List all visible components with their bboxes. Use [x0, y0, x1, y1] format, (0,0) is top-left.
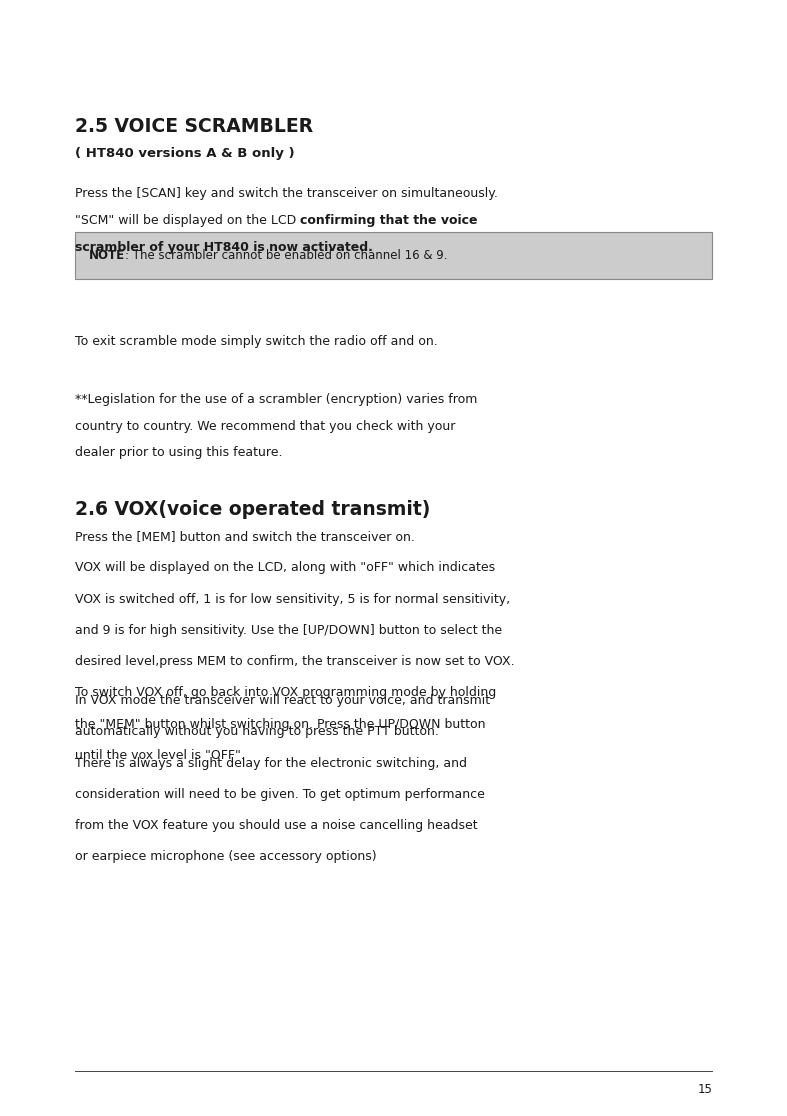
- Text: consideration will need to be given. To get optimum performance: consideration will need to be given. To …: [75, 788, 485, 801]
- Text: 2.6 VOX(voice operated transmit): 2.6 VOX(voice operated transmit): [75, 500, 430, 519]
- Text: To switch VOX off, go back into VOX programming mode by holding: To switch VOX off, go back into VOX prog…: [75, 686, 496, 700]
- Text: Press the [SCAN] key and switch the transceiver on simultaneously.: Press the [SCAN] key and switch the tran…: [75, 187, 497, 201]
- Text: ( HT840 versions A & B only ): ( HT840 versions A & B only ): [75, 147, 294, 161]
- Text: from the VOX feature you should use a noise cancelling headset: from the VOX feature you should use a no…: [75, 819, 478, 833]
- Text: There is always a slight delay for the electronic switching, and: There is always a slight delay for the e…: [75, 757, 467, 770]
- Text: **Legislation for the use of a scrambler (encryption) varies from: **Legislation for the use of a scrambler…: [75, 393, 477, 406]
- Text: : The scrambler cannot be enabled on channel 16 & 9.: : The scrambler cannot be enabled on cha…: [125, 249, 448, 262]
- Text: 2.5 VOICE SCRAMBLER: 2.5 VOICE SCRAMBLER: [75, 117, 313, 136]
- Text: until the vox level is "OFF".: until the vox level is "OFF".: [75, 749, 245, 762]
- Text: automatically without you having to press the PTT button.: automatically without you having to pres…: [75, 725, 438, 739]
- Text: scrambler of your HT840 is now activated.: scrambler of your HT840 is now activated…: [75, 241, 372, 254]
- Text: 15: 15: [697, 1083, 712, 1096]
- Text: Press the [MEM] button and switch the transceiver on.: Press the [MEM] button and switch the tr…: [75, 530, 415, 543]
- Text: VOX is switched off, 1 is for low sensitivity, 5 is for normal sensitivity,: VOX is switched off, 1 is for low sensit…: [75, 593, 510, 606]
- Text: NOTE: NOTE: [89, 249, 125, 262]
- Text: "SCM" will be displayed on the LCD: "SCM" will be displayed on the LCD: [75, 214, 300, 228]
- FancyBboxPatch shape: [75, 232, 712, 279]
- Text: In VOX mode the transceiver will react to your voice, and transmit: In VOX mode the transceiver will react t…: [75, 694, 490, 708]
- Text: VOX will be displayed on the LCD, along with "oFF" which indicates: VOX will be displayed on the LCD, along …: [75, 561, 495, 575]
- Text: or earpiece microphone (see accessory options): or earpiece microphone (see accessory op…: [75, 850, 376, 864]
- Text: dealer prior to using this feature.: dealer prior to using this feature.: [75, 446, 283, 460]
- Text: country to country. We recommend that you check with your: country to country. We recommend that yo…: [75, 420, 455, 433]
- Text: the "MEM" button whilst switching on. Press the UP/DOWN button: the "MEM" button whilst switching on. Pr…: [75, 718, 486, 731]
- Text: To exit scramble mode simply switch the radio off and on.: To exit scramble mode simply switch the …: [75, 335, 438, 348]
- Text: desired level,press MEM to confirm, the transceiver is now set to VOX.: desired level,press MEM to confirm, the …: [75, 655, 515, 668]
- Text: confirming that the voice: confirming that the voice: [300, 214, 478, 228]
- Text: and 9 is for high sensitivity. Use the [UP/DOWN] button to select the: and 9 is for high sensitivity. Use the […: [75, 624, 502, 637]
